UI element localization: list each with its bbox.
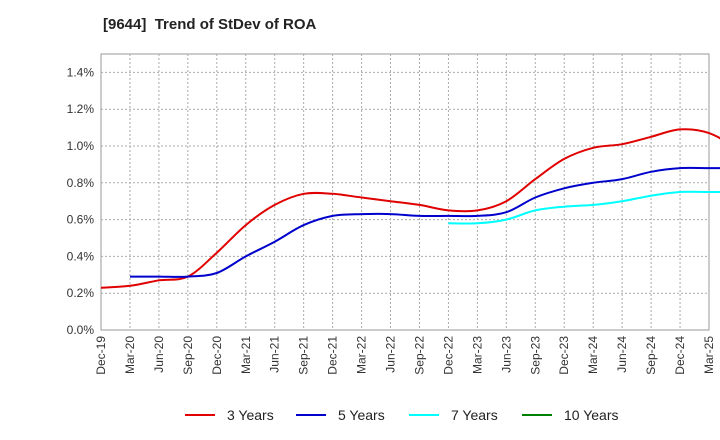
y-tick-label: 0.0% bbox=[67, 323, 95, 337]
x-tick-label: Jun-23 bbox=[499, 336, 513, 373]
legend-item-5-years: 5 Years bbox=[296, 404, 385, 426]
x-tick-label: Mar-20 bbox=[123, 336, 137, 374]
x-tick-label: Sep-22 bbox=[412, 336, 426, 375]
legend-swatch-10-years bbox=[522, 414, 552, 416]
x-tick-label: Dec-21 bbox=[326, 336, 340, 375]
x-tick-label: Dec-19 bbox=[94, 336, 108, 375]
x-tick-label: Sep-24 bbox=[644, 336, 658, 375]
y-axis-tick-labels: 0.0% 0.2% 0.4% 0.6% 0.8% 1.0% 1.2% 1.4% bbox=[67, 65, 95, 337]
legend-swatch-7-years bbox=[409, 414, 439, 416]
legend-item-10-years: 10 Years bbox=[522, 404, 619, 426]
chart-title: [9644] Trend of StDev of ROA bbox=[103, 16, 317, 33]
y-tick-label: 0.8% bbox=[67, 176, 95, 190]
x-tick-label: Mar-23 bbox=[470, 336, 484, 374]
x-tick-label: Mar-25 bbox=[702, 336, 716, 374]
legend-swatch-3-years bbox=[185, 414, 215, 416]
x-tick-label: Dec-23 bbox=[557, 336, 571, 375]
x-tick-label: Sep-23 bbox=[528, 336, 542, 375]
y-tick-label: 1.0% bbox=[67, 139, 95, 153]
legend-label-5-years: 5 Years bbox=[338, 407, 385, 423]
x-tick-label: Dec-22 bbox=[441, 336, 455, 375]
series-lines bbox=[100, 128, 720, 289]
x-tick-label: Jun-24 bbox=[615, 336, 629, 373]
x-tick-label: Sep-21 bbox=[297, 336, 311, 375]
series-line-7-years bbox=[448, 190, 720, 225]
x-tick-label: Dec-24 bbox=[673, 336, 687, 375]
series-line-5-years bbox=[129, 166, 720, 278]
legend-swatch-5-years bbox=[296, 414, 326, 416]
y-tick-label: 0.4% bbox=[67, 249, 95, 263]
vertical-gridlines bbox=[129, 54, 681, 330]
x-tick-label: Jun-20 bbox=[152, 336, 166, 373]
plot-area bbox=[100, 53, 710, 331]
x-axis-tick-labels: Dec-19 Mar-20 Jun-20 Sep-20 Dec-20 Mar-21 Jun-… bbox=[94, 336, 716, 375]
y-tick-label: 1.4% bbox=[67, 65, 95, 79]
x-tick-label: Jun-22 bbox=[384, 336, 398, 373]
horizontal-gridlines bbox=[101, 71, 709, 294]
legend-label-10-years: 10 Years bbox=[564, 407, 619, 423]
x-tick-label: Mar-24 bbox=[586, 336, 600, 374]
legend-label-3-years: 3 Years bbox=[227, 407, 274, 423]
legend-item-7-years: 7 Years bbox=[409, 404, 498, 426]
x-tick-label: Jun-21 bbox=[268, 336, 282, 373]
y-tick-label: 1.2% bbox=[67, 102, 95, 116]
legend-item-3-years: 3 Years bbox=[185, 404, 274, 426]
x-tick-label: Sep-20 bbox=[181, 336, 195, 375]
legend: 3 Years 5 Years 7 Years 10 Years bbox=[0, 404, 720, 426]
series-line-3-years bbox=[100, 128, 720, 289]
y-tick-label: 0.6% bbox=[67, 213, 95, 227]
legend-label-7-years: 7 Years bbox=[451, 407, 498, 423]
y-tick-label: 0.2% bbox=[67, 286, 95, 300]
x-tick-label: Mar-21 bbox=[239, 336, 253, 374]
x-tick-label: Mar-22 bbox=[355, 336, 369, 374]
x-tick-label: Dec-20 bbox=[210, 336, 224, 375]
